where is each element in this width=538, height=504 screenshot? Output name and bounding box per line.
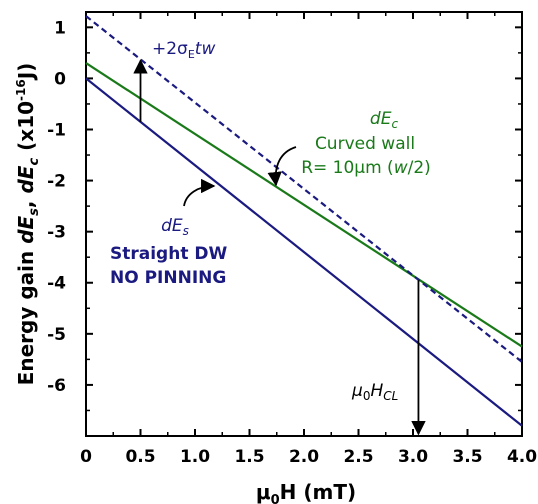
y-tick-label: -5 <box>47 325 66 345</box>
dEs-label: dEs <box>161 216 189 238</box>
x-tick-label: 4.0 <box>507 447 537 467</box>
series-layer <box>85 15 523 427</box>
y-tick-label: -3 <box>47 223 66 243</box>
x-axis-title: μ0H (mT) <box>256 480 356 504</box>
x-tick-label: 2.5 <box>343 447 373 467</box>
curved-radius-label: R= 10μm (w/2) <box>301 158 431 178</box>
x-tick-label: 0.5 <box>125 447 155 467</box>
y-tick-label: 0 <box>54 69 66 89</box>
x-tick-label: 0 <box>80 447 92 467</box>
x-tick-label: 2.0 <box>289 447 319 467</box>
straight-dw-label: Straight DW <box>110 244 227 264</box>
no-pinning-label: NO PINNING <box>110 268 226 288</box>
series-line-dec <box>85 62 523 348</box>
x-tick-label: 3.5 <box>452 447 482 467</box>
y-tick-label: -6 <box>47 376 66 396</box>
curved-wall-label: Curved wall <box>315 134 415 154</box>
series-line-des <box>85 77 523 427</box>
hcl-label: μ0HCL <box>351 381 398 403</box>
offset-label: +2σEtw <box>152 39 215 61</box>
y-tick-label: 1 <box>54 18 66 38</box>
dEs-pointer-arrow <box>183 178 216 207</box>
dEc-label: dEc <box>370 109 399 131</box>
dEc-pointer-arrow <box>267 146 297 187</box>
y-axis-title: Energy gain dEs, dEc (x10-16J) <box>14 63 42 386</box>
x-tick-label: 1.0 <box>180 447 210 467</box>
y-tick-label: -4 <box>47 274 66 294</box>
x-axis-ticks: 0 0.5 1.0 1.5 2.0 2.5 3.0 3.5 4.0 <box>80 12 537 467</box>
x-tick-label: 3.0 <box>398 447 428 467</box>
y-tick-label: -1 <box>47 120 66 140</box>
x-tick-label: 1.5 <box>234 447 264 467</box>
y-axis-ticks: 1 0 -1 -2 -3 -4 -5 -6 <box>47 18 522 412</box>
series-line-des-2-etw <box>85 15 523 363</box>
y-tick-label: -2 <box>47 172 66 192</box>
